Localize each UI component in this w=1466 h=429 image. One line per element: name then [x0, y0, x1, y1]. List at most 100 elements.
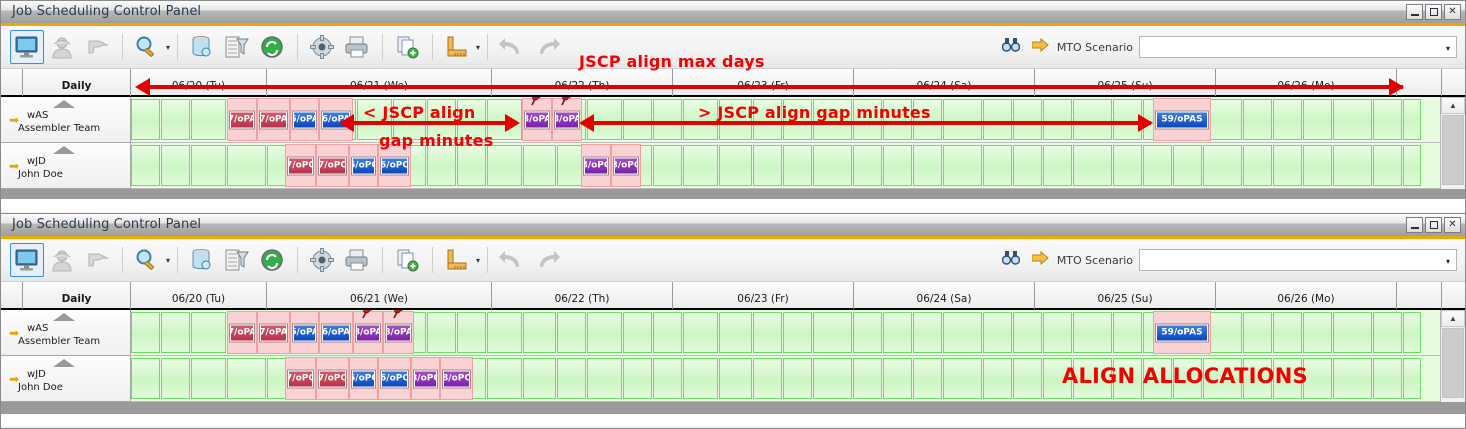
- lane-slot[interactable]: [1273, 145, 1302, 186]
- lane-slot[interactable]: [1043, 358, 1072, 399]
- lane-slot[interactable]: [1373, 99, 1402, 140]
- allocation-block[interactable]: 8/oPC: [581, 144, 611, 187]
- allocation-bar-label[interactable]: 59/oPAS: [1156, 111, 1208, 128]
- lane-slot[interactable]: [813, 145, 852, 186]
- monitor-icon[interactable]: [10, 30, 44, 64]
- lane-slot[interactable]: [653, 358, 682, 399]
- allocation-bar-label[interactable]: 7/oPA: [230, 324, 254, 341]
- lane-slot[interactable]: [1113, 312, 1142, 353]
- lane-slot[interactable]: [523, 312, 556, 353]
- lane-slot[interactable]: [1243, 312, 1272, 353]
- day-column-header[interactable]: 06/21 (We): [267, 69, 492, 96]
- lane-slot[interactable]: [943, 145, 982, 186]
- lane-slot[interactable]: [1243, 99, 1272, 140]
- lane-slot[interactable]: [1303, 358, 1332, 399]
- allocation-block[interactable]: 8/oPC: [611, 144, 641, 187]
- day-column-header[interactable]: 06/23 (Fr): [673, 282, 854, 309]
- magnifier-dropdown-caret[interactable]: ▾: [166, 255, 171, 265]
- allocation-bar-label[interactable]: 7/oPC: [319, 370, 346, 387]
- lane-slot[interactable]: [983, 99, 1012, 140]
- lane-slot[interactable]: [1013, 99, 1042, 140]
- allocation-bar-label[interactable]: 6/oPC: [381, 370, 408, 387]
- yellow-arrow-icon[interactable]: [1031, 37, 1049, 57]
- collapse-triangle-icon[interactable]: [53, 313, 75, 321]
- scroll-thumb[interactable]: [1442, 328, 1464, 398]
- allocation-block[interactable]: 59/oPAS: [1153, 98, 1211, 141]
- allocation-bar-label[interactable]: 7/oPC: [288, 157, 313, 174]
- allocation-block[interactable]: 59/oPAS: [1153, 311, 1211, 354]
- yellow-arrow-icon[interactable]: [1031, 250, 1049, 270]
- lane-slot[interactable]: [913, 358, 942, 399]
- day-column-header[interactable]: 06/22 (Th): [492, 282, 673, 309]
- lane-slot[interactable]: [783, 99, 812, 140]
- scroll-up-button[interactable]: ▲: [1441, 97, 1465, 114]
- lane-slot[interactable]: [983, 145, 1012, 186]
- lane-slot[interactable]: [623, 358, 652, 399]
- lane-slot[interactable]: [1373, 312, 1402, 353]
- lane-slot[interactable]: [587, 312, 622, 353]
- new-page-icon[interactable]: [390, 243, 424, 277]
- allocation-block[interactable]: 7/oPC: [285, 144, 316, 187]
- lane-slot[interactable]: [1043, 312, 1072, 353]
- allocation-bar-label[interactable]: 8/oPC: [443, 370, 470, 387]
- lane-slot[interactable]: [683, 358, 718, 399]
- allocation-block[interactable]: 7/oPC: [316, 144, 349, 187]
- lane-slot[interactable]: [227, 358, 266, 399]
- minimize-button[interactable]: [1406, 217, 1423, 233]
- allocation-bar-label[interactable]: 8/oPA: [525, 111, 549, 128]
- gear-icon[interactable]: [305, 243, 339, 277]
- lane-slot[interactable]: [557, 312, 586, 353]
- lane-slot[interactable]: [487, 312, 522, 353]
- allocation-bar-label[interactable]: 8/oPA: [356, 324, 380, 341]
- lane-wjd[interactable]: 7/oPC 7/oPC 6/oPC 6/oPC 8/oPC 8/oPC: [131, 143, 1440, 189]
- drill-icon[interactable]: [80, 243, 114, 277]
- filter-grid-icon[interactable]: [220, 243, 254, 277]
- lane-slot[interactable]: [1373, 358, 1402, 399]
- lane-slot[interactable]: [161, 145, 190, 186]
- refresh-icon[interactable]: [255, 243, 289, 277]
- row-header-wjd[interactable]: ➡ wJD John Doe: [1, 356, 131, 402]
- lane-slot[interactable]: [587, 358, 622, 399]
- collapse-triangle-icon[interactable]: [53, 146, 75, 154]
- day-column-header[interactable]: 06/20 (Tu): [131, 282, 267, 309]
- allocation-block[interactable]: 7/oPA: [257, 98, 290, 141]
- worker-icon[interactable]: [45, 243, 79, 277]
- lane-slot[interactable]: [783, 312, 812, 353]
- printer-icon[interactable]: [340, 30, 374, 64]
- ruler-dropdown-caret[interactable]: ▾: [476, 42, 481, 52]
- lane-slot[interactable]: [457, 312, 486, 353]
- lane-slot[interactable]: [161, 312, 190, 353]
- lane-slot[interactable]: [1333, 358, 1372, 399]
- allocation-bar-label[interactable]: 6/oPC: [381, 157, 408, 174]
- lane-slot[interactable]: [753, 99, 782, 140]
- lane-slot[interactable]: [1403, 358, 1421, 399]
- allocation-bar-label[interactable]: 6/oPA: [293, 324, 316, 341]
- data-bucket-icon[interactable]: [185, 30, 219, 64]
- binoculars-icon[interactable]: [1001, 37, 1021, 58]
- day-column-header[interactable]: 06/24 (Sa): [854, 282, 1035, 309]
- allocation-block[interactable]: 6/oPA: [290, 98, 319, 141]
- allocation-block[interactable]: 6/oPA: [319, 98, 353, 141]
- lane-slot[interactable]: [1333, 145, 1372, 186]
- ruler-icon[interactable]: [440, 243, 474, 277]
- magnifier-icon[interactable]: [130, 243, 164, 277]
- magnifier-icon[interactable]: [130, 30, 164, 64]
- lane-slot[interactable]: [1113, 99, 1142, 140]
- lane-slot[interactable]: [853, 358, 882, 399]
- scenario-combobox[interactable]: ▾: [1139, 36, 1457, 58]
- day-column-header[interactable]: 06/24 (Sa): [854, 69, 1035, 96]
- allocation-bar-label[interactable]: 8/oPC: [584, 157, 608, 174]
- scenario-combobox[interactable]: ▾: [1139, 249, 1457, 271]
- allocation-block[interactable]: 6/oPA: [290, 311, 319, 354]
- lane-slot[interactable]: [393, 99, 426, 140]
- lane-was[interactable]: 7/oPA 7/oPA 6/oPA6/oPA 8/oPA 8/oPA 59/oPAS: [131, 97, 1440, 143]
- lane-slot[interactable]: [1113, 145, 1142, 186]
- lane-slot[interactable]: [1073, 358, 1112, 399]
- lane-slot[interactable]: [1243, 145, 1272, 186]
- lane-slot[interactable]: [1073, 145, 1112, 186]
- lane-slot[interactable]: [1173, 145, 1202, 186]
- lane-slot[interactable]: [1143, 145, 1172, 186]
- lane-slot[interactable]: [1303, 99, 1332, 140]
- day-column-header[interactable]: 06/21 (We): [267, 282, 492, 309]
- close-button[interactable]: ✕: [1444, 217, 1461, 233]
